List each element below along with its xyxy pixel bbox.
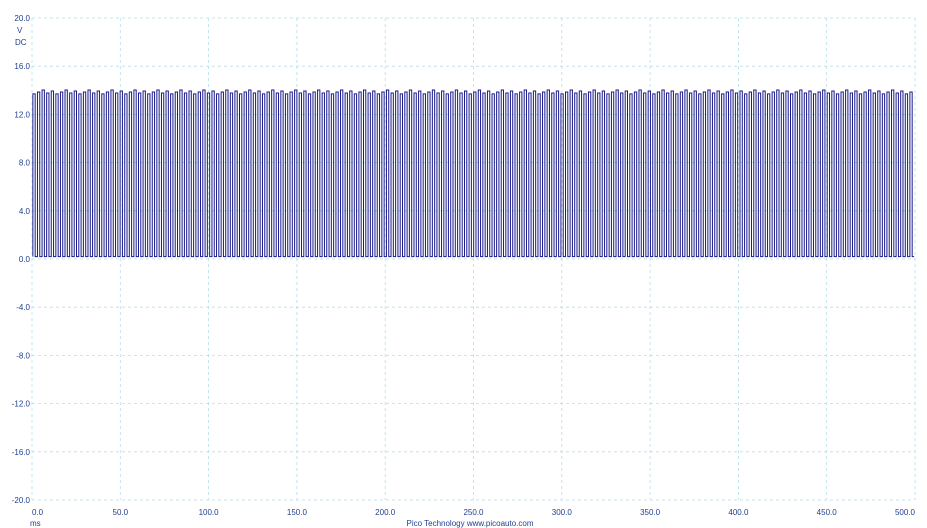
x-axis-label: ms (30, 519, 41, 528)
x-tick-label: 500.0 (895, 508, 916, 517)
x-tick-label: 50.0 (113, 508, 129, 517)
y-coupling-label: DC (15, 38, 27, 47)
y-tick-label: -16.0 (12, 448, 31, 457)
y-tick-label: 8.0 (19, 159, 31, 168)
x-tick-label: 400.0 (728, 508, 749, 517)
y-tick-label: 16.0 (14, 62, 30, 71)
x-tick-label: 300.0 (552, 508, 573, 517)
footer-credit: Pico Technology www.picoauto.com (406, 519, 533, 528)
x-tick-label: 450.0 (817, 508, 838, 517)
y-axis-ticks: 20.0 16.0 12.0 8.0 4.0 0.0 -4.0 -8.0 -12.0 -16.0 -… (12, 14, 31, 505)
x-tick-label: 200.0 (375, 508, 396, 517)
y-tick-label: -20.0 (12, 496, 31, 505)
x-tick-label: 250.0 (463, 508, 484, 517)
x-tick-label: 150.0 (287, 508, 308, 517)
y-tick-label: 20.0 (14, 14, 30, 23)
y-tick-label: 4.0 (19, 207, 31, 216)
signal-trace (32, 89, 915, 258)
x-tick-label: 0.0 (32, 508, 44, 517)
x-axis-ticks: 0.0 50.0 100.0 150.0 200.0 250.0 300.0 350.0 400… (32, 508, 916, 517)
x-tick-label: 350.0 (640, 508, 661, 517)
y-unit-label: V (17, 26, 23, 35)
x-tick-label: 100.0 (199, 508, 220, 517)
y-tick-label: 12.0 (14, 110, 30, 119)
y-tick-label: -4.0 (16, 303, 30, 312)
grid (31, 17, 916, 501)
y-tick-label: -12.0 (12, 400, 31, 409)
y-tick-label: 0.0 (19, 255, 31, 264)
y-tick-label: -8.0 (16, 351, 30, 360)
